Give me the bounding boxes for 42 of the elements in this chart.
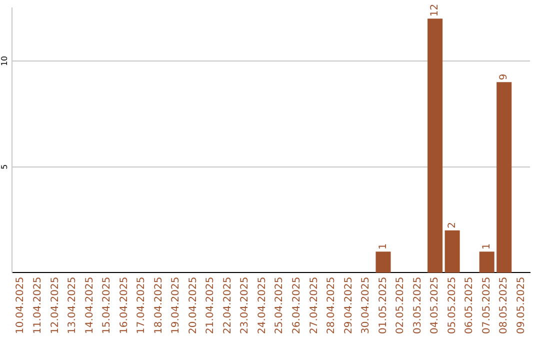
bar [428, 18, 443, 273]
x-tick-label: 26.04.2025 [291, 276, 302, 334]
x-tick-label: 24.04.2025 [256, 276, 268, 334]
x-tick-label: 23.04.2025 [240, 276, 251, 334]
x-tick-label: 30.04.2025 [360, 276, 372, 334]
x-tick-label: 07.05.2025 [481, 276, 492, 334]
x-tick-label: 10.04.2025 [15, 276, 26, 334]
x-tick-label: 17.04.2025 [136, 276, 148, 334]
x-tick-label: 21.04.2025 [205, 276, 216, 334]
x-tick-label: 14.04.2025 [84, 276, 96, 334]
data-label: 1 [481, 243, 492, 250]
x-tick-label: 15.04.2025 [102, 276, 113, 334]
x-tick-label: 11.04.2025 [32, 276, 44, 334]
data-label: 12 [430, 4, 441, 17]
x-tick-label: 01.05.2025 [378, 276, 389, 334]
bar [496, 82, 512, 273]
x-tick-label: 29.04.2025 [343, 276, 354, 334]
x-tick-label: 28.04.2025 [326, 276, 338, 334]
x-tick-label: 02.05.2025 [395, 276, 406, 334]
x-tick-label: 03.05.2025 [412, 276, 424, 334]
x-tick-label: 06.05.2025 [464, 276, 476, 334]
y-tick-label: 5 [0, 164, 10, 170]
data-label: 1 [378, 243, 389, 250]
bar [376, 252, 391, 273]
x-tick-label: 13.04.2025 [67, 276, 78, 334]
x-tick-label: 19.04.2025 [170, 276, 182, 334]
x-tick-label: 05.05.2025 [446, 276, 458, 334]
data-label: 2 [446, 222, 458, 228]
data-label: 9 [498, 74, 510, 80]
x-tick-label: 16.04.2025 [118, 276, 130, 334]
x-tick-label: 09.05.2025 [516, 276, 527, 334]
bar [444, 230, 460, 273]
x-tick-label: 25.04.2025 [274, 276, 286, 334]
x-tick-label: 12.04.2025 [50, 276, 61, 334]
x-tick-label: 22.04.2025 [222, 276, 234, 334]
x-tick-label: 08.05.2025 [498, 276, 510, 334]
x-tick-label: 27.04.2025 [308, 276, 320, 334]
x-tick-label: 20.04.2025 [188, 276, 199, 334]
bar [479, 252, 494, 273]
y-tick-label: 10 [0, 56, 10, 66]
x-tick-label: 04.05.2025 [430, 276, 441, 334]
x-tick-label: 18.04.2025 [153, 276, 164, 334]
